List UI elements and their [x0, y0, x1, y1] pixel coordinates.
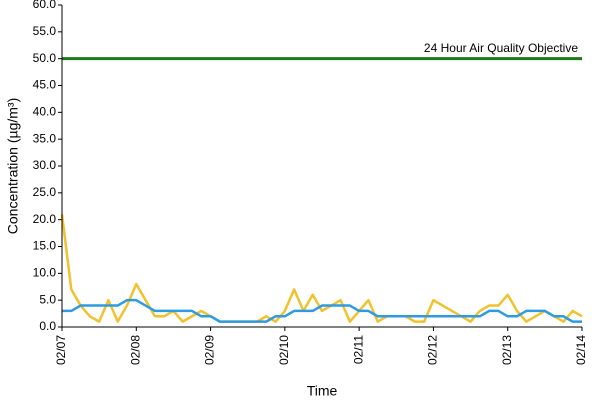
y-tick-label: 0.0: [39, 319, 56, 333]
series-line: [60, 214, 583, 323]
y-tick-label: 25.0: [33, 185, 57, 199]
x-tick-label: 02/08: [128, 335, 142, 365]
x-tick-label: 02/07: [54, 335, 68, 365]
y-tick-label: 45.0: [33, 78, 57, 92]
y-tick-label: 60.0: [33, 0, 57, 11]
annotation: 24 Hour Air Quality Objective: [424, 41, 578, 55]
y-tick-label: 10.0: [33, 266, 57, 280]
y-tick-label: 5.0: [39, 292, 56, 306]
y-tick-label: 15.0: [33, 239, 57, 253]
y-tick-label: 55.0: [33, 24, 57, 38]
x-tick-label: 02/11: [351, 335, 365, 364]
x-tick-label: 02/10: [277, 335, 291, 365]
x-tick-label: 02/09: [203, 335, 217, 365]
y-axis-label: Concentration (µg/m³): [5, 98, 21, 234]
y-tick-label: 30.0: [33, 158, 57, 172]
y-tick-label: 35.0: [33, 131, 57, 145]
y-tick-label: 40.0: [33, 105, 57, 119]
x-tick-label: 02/13: [500, 335, 514, 365]
x-axis-label: Time: [307, 383, 338, 399]
series-line: [62, 298, 582, 323]
y-tick-label: 50.0: [33, 51, 57, 65]
x-tick-label: 02/12: [426, 335, 440, 365]
y-tick-label: 20.0: [33, 212, 57, 226]
x-tick-label: 02/14: [574, 335, 588, 365]
